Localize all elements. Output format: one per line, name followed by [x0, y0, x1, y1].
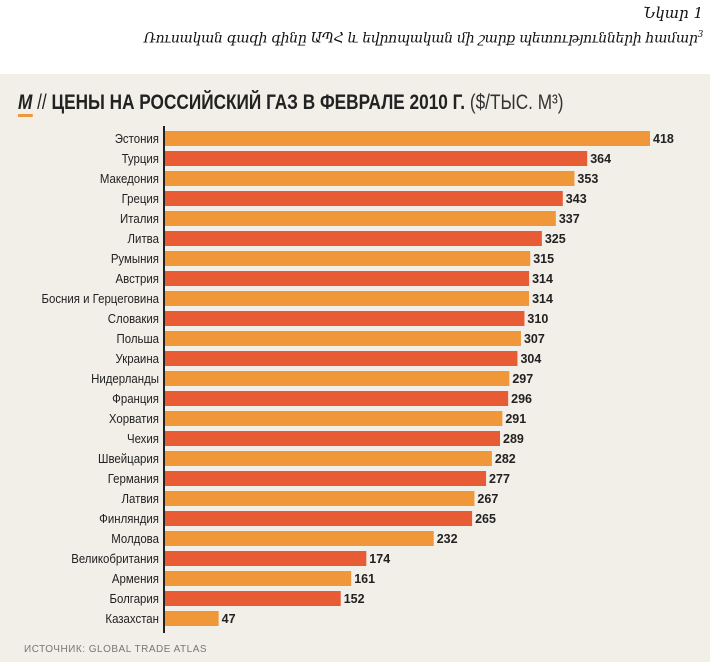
- figure-label: Նկար 1: [643, 4, 703, 22]
- value-label: 267: [477, 492, 498, 506]
- bar-chart: Эстония 418 Турция 364 Македония 353 Греция 343…: [41, 126, 674, 633]
- category-label: Великобритания: [71, 551, 159, 566]
- category-label: Чехия: [127, 431, 159, 446]
- title-unit: ($/ТЫС. М³): [469, 91, 564, 114]
- caption-text: Ռուսական գազի գինը ԱՊՀ և եվրոպական մի շա…: [143, 30, 698, 47]
- category-label: Украина: [115, 351, 159, 366]
- value-label: 364: [590, 152, 611, 166]
- category-label: Финляндия: [99, 511, 159, 526]
- title-text: ЦЕНЫ НА РОССИЙСКИЙ ГАЗ В ФЕВРАЛЕ 2010 Г.: [51, 91, 466, 114]
- value-label: 314: [532, 272, 553, 286]
- footnote-mark: 3: [697, 30, 704, 40]
- bar: [164, 491, 475, 506]
- bar: [164, 451, 492, 466]
- category-label: Босния и Герцеговина: [41, 291, 159, 306]
- category-label: Австрия: [116, 271, 159, 286]
- bar: [164, 191, 563, 206]
- category-label: Франция: [112, 391, 159, 406]
- bar: [164, 291, 530, 306]
- value-label: 282: [495, 452, 516, 466]
- bar: [164, 171, 575, 186]
- category-label: Хорватия: [109, 411, 159, 426]
- bar: [164, 251, 531, 266]
- value-label: 47: [222, 612, 236, 626]
- bar: [164, 271, 530, 286]
- value-label: 174: [369, 552, 390, 566]
- category-label: Греция: [122, 191, 159, 206]
- category-label: Болгария: [110, 591, 159, 606]
- bar: [164, 411, 503, 426]
- value-label: 307: [524, 332, 545, 346]
- bar: [164, 511, 473, 526]
- bar: [164, 211, 556, 226]
- bar: [164, 431, 501, 446]
- category-label: Германия: [108, 471, 159, 486]
- value-label: 418: [653, 132, 674, 146]
- value-label: 337: [559, 212, 580, 226]
- category-label: Румыния: [111, 251, 159, 266]
- value-label: 315: [533, 252, 554, 266]
- value-label: 291: [505, 412, 526, 426]
- category-label: Казахстан: [105, 611, 159, 626]
- category-label: Армения: [112, 571, 159, 586]
- value-label: 343: [566, 192, 587, 206]
- value-label: 325: [545, 232, 566, 246]
- value-label: 265: [475, 512, 496, 526]
- bar: [164, 391, 509, 406]
- chart-title: M // ЦЕНЫ НА РОССИЙСКИЙ ГАЗ В ФЕВРАЛЕ 20…: [18, 91, 564, 117]
- bar: [164, 371, 510, 386]
- category-label: Турция: [122, 151, 159, 166]
- bar: [164, 591, 341, 606]
- bar: [164, 151, 588, 166]
- category-label: Литва: [128, 231, 160, 246]
- value-label: 277: [489, 472, 510, 486]
- category-label: Словакия: [108, 311, 159, 326]
- bar: [164, 351, 518, 366]
- bar: [164, 231, 542, 246]
- value-label: 310: [527, 312, 548, 326]
- value-label: 353: [577, 172, 598, 186]
- bar: [164, 131, 650, 146]
- value-label: 152: [344, 592, 365, 606]
- value-label: 161: [354, 572, 375, 586]
- bar: [164, 551, 367, 566]
- title-separator: //: [37, 91, 47, 114]
- category-label: Польша: [117, 331, 160, 346]
- bar: [164, 611, 219, 626]
- value-label: 232: [437, 532, 458, 546]
- category-label: Италия: [120, 211, 159, 226]
- value-label: 297: [512, 372, 533, 386]
- category-label: Латвия: [121, 491, 159, 506]
- bar: [164, 471, 487, 486]
- category-label: Македония: [100, 171, 159, 186]
- figure-caption: Ռուսական գազի գինը ԱՊՀ և եվրոպական մի շա…: [20, 30, 704, 47]
- category-label: Швейцария: [98, 451, 159, 466]
- value-label: 296: [511, 392, 532, 406]
- logo: M: [18, 91, 33, 117]
- bar: [164, 531, 434, 546]
- source-note: ИСТОЧНИК: GLOBAL TRADE ATLAS: [24, 644, 208, 655]
- bar: [164, 311, 525, 326]
- bar: [164, 571, 352, 586]
- value-label: 314: [532, 292, 553, 306]
- category-label: Молдова: [111, 531, 159, 546]
- bar: [164, 331, 521, 346]
- category-label: Нидерланды: [91, 371, 159, 386]
- value-label: 304: [520, 352, 541, 366]
- chart-panel: M // ЦЕНЫ НА РОССИЙСКИЙ ГАЗ В ФЕВРАЛЕ 20…: [0, 74, 710, 662]
- category-label: Эстония: [115, 131, 159, 146]
- value-label: 289: [503, 432, 524, 446]
